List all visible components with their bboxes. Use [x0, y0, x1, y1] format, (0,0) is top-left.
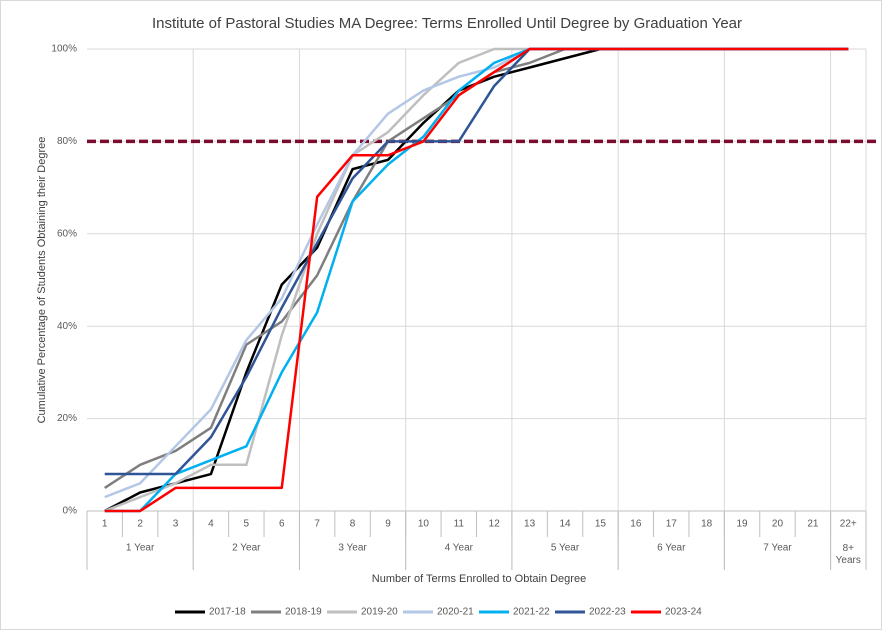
legend-label: 2023-24 [665, 607, 702, 618]
x-tick-label: 21 [807, 519, 819, 530]
x-tick-label: 9 [385, 519, 391, 530]
x-tick-label: 3 [173, 519, 179, 530]
x-tick-label: 15 [595, 519, 607, 530]
y-tick-label: 80% [57, 136, 77, 147]
group-label: 2 Year [232, 543, 261, 554]
x-tick-label: 11 [454, 519, 465, 530]
x-tick-label: 7 [314, 519, 320, 530]
group-label: 5 Year [551, 543, 580, 554]
x-tick-label: 2 [137, 519, 143, 530]
y-tick-label: 60% [57, 228, 77, 239]
chart-title: Institute of Pastoral Studies MA Degree:… [152, 15, 742, 32]
x-tick-label: 4 [208, 519, 214, 530]
y-tick-label: 40% [57, 321, 77, 332]
group-label: 4 Year [445, 543, 474, 554]
x-tick-label: 19 [737, 519, 749, 530]
legend-label: 2018-19 [285, 607, 322, 618]
legend-label: 2017-18 [209, 607, 246, 618]
x-tick-label: 13 [524, 519, 536, 530]
legend-label: 2019-20 [361, 607, 398, 618]
x-tick-label: 5 [244, 519, 250, 530]
series-line [104, 47, 849, 513]
legend-label: 2022-23 [589, 607, 626, 618]
x-tick-label: 18 [701, 519, 713, 530]
y-tick-label: 100% [51, 44, 77, 55]
y-tick-label: 0% [63, 506, 78, 517]
x-tick-label: 10 [418, 519, 430, 530]
x-tick-label: 12 [489, 519, 501, 530]
group-label: 7 Year [763, 543, 792, 554]
y-axis-title: Cumulative Percentage of Students Obtain… [36, 137, 48, 424]
x-tick-label: 20 [772, 519, 784, 530]
group-label: 8+ Years [836, 543, 861, 566]
y-tick-label: 20% [57, 413, 77, 424]
group-label: 3 Year [338, 543, 367, 554]
x-axis-title: Number of Terms Enrolled to Obtain Degre… [372, 573, 586, 585]
x-tick-label: 6 [279, 519, 285, 530]
x-tick-label: 8 [350, 519, 356, 530]
x-tick-label: 14 [559, 519, 571, 530]
group-label: 6 Year [657, 543, 686, 554]
group-label: 1 Year [126, 543, 155, 554]
x-tick-label: 17 [666, 519, 678, 530]
legend-label: 2020-21 [437, 607, 474, 618]
x-tick-label: 16 [630, 519, 642, 530]
x-tick-label: 1 [102, 519, 108, 530]
legend-label: 2021-22 [513, 607, 550, 618]
x-tick-label: 22+ [840, 519, 857, 530]
